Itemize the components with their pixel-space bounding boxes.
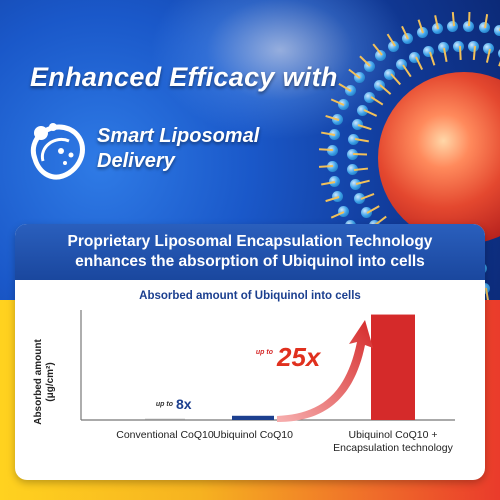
membrane-bead	[384, 68, 396, 80]
annotation-8x-value: 8x	[176, 396, 192, 412]
membrane-bead	[373, 79, 385, 91]
panel-title-line1: Proprietary Liposomal Encapsulation Tech…	[67, 233, 433, 250]
bar-1	[145, 418, 185, 420]
category-label-3: Ubiquinol CoQ10 + Encapsulation technolog…	[323, 429, 463, 455]
membrane-tail	[451, 12, 455, 27]
membrane-bead	[351, 119, 363, 131]
category-label-1-line-1: Conventional CoQ10	[116, 429, 214, 441]
membrane-bead	[462, 20, 474, 32]
membrane-bead	[453, 40, 465, 52]
membrane-bead	[346, 148, 358, 160]
annotation-8x-prefix: up to	[156, 401, 174, 408]
growth-arrow	[277, 320, 373, 422]
membrane-bead	[357, 104, 369, 116]
membrane-bead	[478, 22, 490, 34]
membrane-bead	[493, 25, 500, 37]
annotation-25x-value: 25x	[276, 342, 322, 372]
category-label-1: Conventional CoQ10	[105, 429, 225, 442]
membrane-bead	[360, 207, 372, 219]
panel-header: Proprietary Liposomal Encapsulation Tech…	[15, 224, 485, 280]
membrane-tail	[458, 46, 462, 61]
membrane-bead	[396, 59, 408, 71]
membrane-bead	[347, 164, 359, 175]
bar-3	[371, 314, 415, 420]
membrane-bead	[437, 42, 449, 54]
membrane-bead	[447, 20, 459, 32]
headline: Enhanced Efficacy with	[30, 62, 338, 92]
chart-title: Absorbed amount of Ubiquinol into cells	[139, 290, 361, 302]
category-label-3-line-2: Encapsulation technology	[333, 442, 453, 454]
brand-name-line1: Smart Liposomal	[97, 125, 260, 147]
category-label-3-line-1: Ubiquinol CoQ10 +	[348, 429, 438, 441]
brand-name-line2: Delivery	[97, 150, 175, 172]
membrane-bead	[348, 133, 360, 145]
membrane-tail	[472, 46, 476, 61]
membrane-bead	[349, 178, 361, 190]
membrane-bead	[497, 47, 500, 59]
membrane-bead	[354, 193, 366, 205]
membrane-bead	[409, 51, 421, 63]
liposome-logo-icon	[30, 123, 85, 180]
membrane-bead	[364, 91, 376, 103]
annotation-25x-prefix: up to	[256, 349, 274, 356]
membrane-bead	[423, 46, 435, 58]
bar-2	[232, 415, 274, 420]
panel-title-line2: enhances the absorption of Ubiquinol int…	[75, 253, 425, 270]
category-label-2: Ubiquinol CoQ10	[203, 429, 303, 442]
info-panel: Proprietary Liposomal Encapsulation Tech…	[15, 224, 485, 480]
category-label-2-line-1: Ubiquinol CoQ10	[213, 429, 293, 441]
